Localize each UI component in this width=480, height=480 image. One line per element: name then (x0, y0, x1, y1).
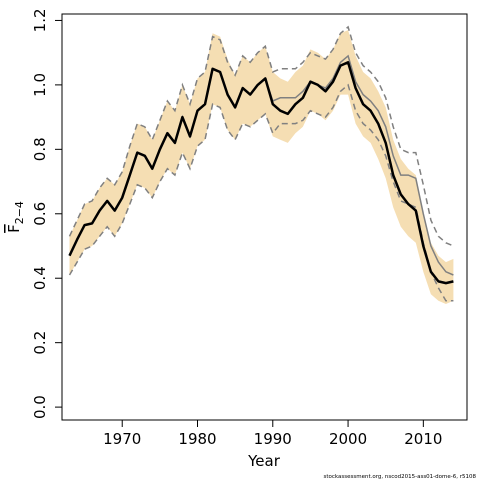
y-tick-label-0.2: 0.2 (31, 331, 49, 355)
current-estimate-layer (68, 61, 454, 285)
previous-upper-ci-line (68, 25, 454, 247)
confidence-band (69, 30, 454, 304)
confidence-band-layer (69, 30, 454, 304)
previous-lower-ci-line (68, 83, 454, 302)
y-tick-label-0.4: 0.4 (31, 266, 49, 290)
y-tick-label-1.2: 1.2 (31, 8, 49, 32)
x-tick-label-2010: 2010 (404, 430, 442, 448)
y-axis-title-subscript: 2−4 (13, 201, 26, 224)
x-tick-label-1990: 1990 (254, 430, 292, 448)
x-tick-label-1980: 1980 (178, 430, 216, 448)
previous-ci-layer (68, 25, 454, 302)
y-tick-label-0.8: 0.8 (31, 137, 49, 161)
x-tick-label-1970: 1970 (103, 430, 141, 448)
y-axis: 0.0 0.2 0.4 0.6 0.8 1.0 1.2 (31, 8, 62, 419)
x-tick-label-2000: 2000 (329, 430, 367, 448)
x-axis: 1970 1980 1990 2000 2010 (103, 420, 442, 448)
y-axis-title: F2−4 (5, 201, 26, 233)
credit-text: stockassessment.org, nscod2015-ass01-dom… (324, 474, 477, 480)
current-estimate-line (68, 61, 454, 285)
y-axis-title-main: F (5, 224, 23, 233)
y-tick-label-1.0: 1.0 (31, 73, 49, 97)
x-axis-title: Year (247, 452, 281, 470)
y-tick-label-0.6: 0.6 (31, 202, 49, 226)
y-tick-label-0.0: 0.0 (31, 395, 49, 419)
plot-frame (61, 13, 468, 421)
